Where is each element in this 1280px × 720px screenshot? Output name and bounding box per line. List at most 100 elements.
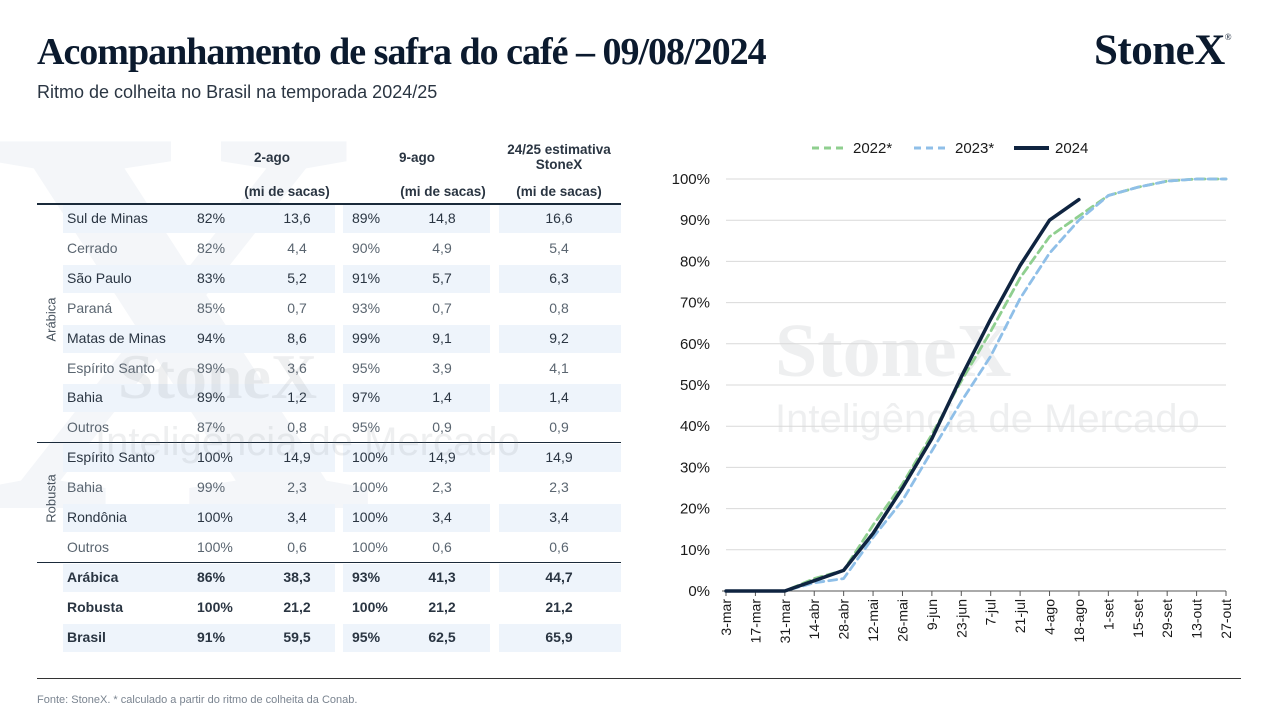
cell-est: 0,8 bbox=[549, 299, 569, 316]
cell-est: 0,6 bbox=[549, 538, 569, 555]
cell-val-9ago: 21,2 bbox=[428, 598, 456, 615]
cell-pct-9ago: 99% bbox=[352, 329, 381, 346]
cell-pct-2ago: 89% bbox=[197, 359, 226, 376]
cell-val-9ago: 3,9 bbox=[432, 359, 452, 376]
y-tick-label: 30% bbox=[680, 459, 710, 476]
x-tick-label: 14-abr bbox=[806, 599, 822, 640]
cell-pct-9ago: 93% bbox=[352, 568, 381, 585]
x-tick-label: 21-jul bbox=[1012, 599, 1028, 633]
table-row: Sul de Minas 82% 13,6 89% 14,8 16,6 bbox=[37, 204, 627, 233]
x-tick-label: 4-ago bbox=[1042, 599, 1058, 635]
stonex-logo: StoneX® bbox=[1094, 27, 1232, 74]
table-row: Espírito Santo 100% 14,9 100% 14,9 14,9 bbox=[37, 443, 627, 473]
cell-pct-2ago: 85% bbox=[197, 299, 226, 316]
series-line-2024 bbox=[724, 197, 1081, 593]
cell-val-9ago: 5,7 bbox=[432, 269, 452, 286]
table-row: Rondônia 100% 3,4 100% 3,4 3,4 bbox=[37, 503, 627, 532]
row-shade bbox=[499, 623, 621, 652]
x-tick-label: 27-out bbox=[1218, 599, 1234, 639]
col-unit-estimate: (mi de sacas) bbox=[516, 184, 602, 199]
y-tick-label: 50% bbox=[680, 377, 710, 394]
cell-region: Paraná bbox=[67, 299, 113, 316]
row-shade bbox=[499, 563, 621, 592]
row-shade bbox=[499, 504, 621, 532]
table-row: Espírito Santo 89% 3,6 95% 3,9 4,1 bbox=[37, 354, 627, 383]
table-row: Bahia 99% 2,3 100% 2,3 2,3 bbox=[37, 473, 627, 502]
x-tick-label: 1-set bbox=[1100, 599, 1116, 630]
x-tick-label: 13-out bbox=[1189, 599, 1205, 639]
legend-label: 2023* bbox=[955, 140, 994, 157]
cell-est: 3,4 bbox=[549, 509, 569, 525]
row-shade bbox=[499, 444, 621, 473]
row-shade bbox=[499, 264, 621, 293]
y-tick-label: 100% bbox=[672, 171, 710, 188]
table-row: Outros 87% 0,8 95% 0,9 0,9 bbox=[37, 413, 627, 442]
x-tick-label: 7-jul bbox=[983, 599, 999, 625]
cell-region: Sul de Minas bbox=[67, 210, 148, 226]
cell-pct-9ago: 93% bbox=[352, 299, 381, 316]
col-header-2ago: 2-ago bbox=[253, 150, 290, 165]
cell-val-2ago: 4,4 bbox=[287, 239, 307, 256]
row-shade bbox=[343, 504, 490, 532]
table-row: Robusta 100% 21,2 100% 21,2 21,2 bbox=[37, 593, 627, 622]
x-tick-label: 12-mai bbox=[865, 599, 881, 642]
legend-label: 2022* bbox=[853, 140, 892, 157]
table-row: Brasil 91% 59,5 95% 62,5 65,9 bbox=[37, 623, 627, 652]
cell-pct-2ago: 94% bbox=[197, 329, 226, 346]
row-shade bbox=[63, 384, 335, 413]
cell-pct-2ago: 82% bbox=[197, 239, 226, 256]
table-row: Bahia 89% 1,2 97% 1,4 1,4 bbox=[37, 383, 627, 413]
page-title: Acompanhamento de safra do café – 09/08/… bbox=[37, 31, 767, 73]
cell-val-2ago: 13,6 bbox=[283, 210, 311, 226]
cell-region: Outros bbox=[67, 419, 110, 436]
cell-pct-2ago: 89% bbox=[197, 389, 226, 406]
row-shade bbox=[343, 324, 490, 353]
y-tick-label: 60% bbox=[680, 336, 710, 353]
cell-val-2ago: 0,6 bbox=[287, 538, 307, 555]
cell-val-2ago: 0,7 bbox=[287, 299, 307, 316]
cell-region: Rondônia bbox=[67, 509, 127, 525]
row-shade bbox=[63, 324, 335, 353]
col-header-9ago: 9-ago bbox=[398, 150, 435, 165]
row-shade bbox=[499, 324, 621, 353]
cell-region: Espírito Santo bbox=[67, 359, 155, 376]
cell-est: 65,9 bbox=[545, 628, 573, 645]
cell-val-9ago: 62,5 bbox=[428, 628, 456, 645]
cell-est: 6,3 bbox=[549, 269, 569, 286]
cell-est: 2,3 bbox=[549, 479, 569, 496]
cell-val-9ago: 0,7 bbox=[432, 299, 452, 316]
cell-pct-9ago: 97% bbox=[352, 389, 381, 406]
cell-region: Arábica bbox=[67, 568, 119, 585]
cell-val-9ago: 3,4 bbox=[432, 509, 452, 525]
y-tick-label: 0% bbox=[688, 583, 710, 600]
cell-pct-2ago: 82% bbox=[197, 210, 226, 226]
cell-pct-2ago: 99% bbox=[197, 479, 226, 496]
cell-pct-2ago: 100% bbox=[197, 598, 233, 615]
cell-val-9ago: 0,6 bbox=[432, 538, 452, 555]
x-tick-label: 9-jun bbox=[924, 599, 940, 630]
y-tick-label: 10% bbox=[680, 542, 710, 559]
x-tick-label: 3-mar bbox=[718, 599, 734, 636]
cell-val-9ago: 14,9 bbox=[428, 449, 456, 466]
cell-pct-9ago: 90% bbox=[352, 239, 381, 256]
row-shade bbox=[63, 563, 335, 592]
cell-region: Outros bbox=[67, 538, 110, 555]
cell-pct-2ago: 86% bbox=[197, 568, 226, 585]
table-rule bbox=[37, 203, 621, 205]
page-subtitle: Ritmo de colheita no Brasil na temporada… bbox=[37, 82, 438, 102]
table-row: São Paulo 83% 5,2 91% 5,7 6,3 bbox=[37, 264, 627, 293]
cell-pct-9ago: 100% bbox=[352, 598, 388, 615]
row-shade bbox=[343, 264, 490, 293]
cell-region: Cerrado bbox=[67, 239, 118, 256]
cell-val-2ago: 2,3 bbox=[287, 479, 307, 496]
row-shade bbox=[63, 623, 335, 652]
x-tick-label: 17-mar bbox=[747, 599, 763, 644]
table-rule bbox=[37, 442, 621, 444]
row-shade bbox=[343, 623, 490, 652]
cell-pct-2ago: 100% bbox=[197, 449, 233, 466]
cell-pct-2ago: 91% bbox=[197, 628, 226, 645]
y-tick-label: 20% bbox=[680, 501, 710, 518]
cell-pct-9ago: 100% bbox=[352, 538, 388, 555]
row-shade bbox=[499, 205, 621, 233]
